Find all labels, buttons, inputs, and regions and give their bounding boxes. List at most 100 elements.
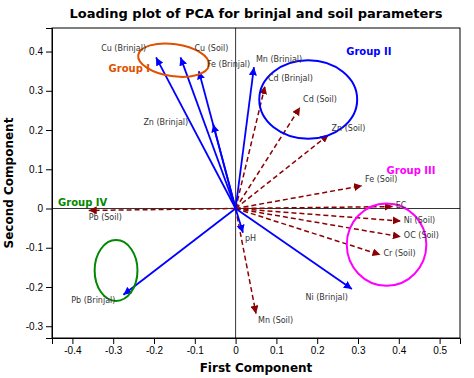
group-ellipse xyxy=(95,240,138,301)
y-tick: 0 xyxy=(37,203,52,214)
x-tick: -0.1 xyxy=(187,338,205,356)
vector-label: Pb (Brinjal) xyxy=(71,296,115,305)
x-tick: 0.2 xyxy=(311,338,325,356)
y-axis-title: Second Component xyxy=(2,117,16,248)
y-tick-mark xyxy=(46,326,52,327)
vector-label: Zn (Brinjal) xyxy=(143,118,188,127)
vector xyxy=(236,209,256,314)
x-tick-label: 0 xyxy=(233,345,239,356)
x-tick-label: -0.2 xyxy=(146,345,164,356)
y-tick-mark xyxy=(46,248,52,249)
plot-frame xyxy=(52,28,460,338)
vector xyxy=(213,124,235,208)
y-tick: 0.2 xyxy=(29,125,52,136)
y-tick-label: 0 xyxy=(37,203,43,214)
x-tick-label: 0.1 xyxy=(270,345,284,356)
y-axis: -0.3 -0.2 -0.1 0 0.1 0.2 0.3 0.4 xyxy=(26,29,53,339)
vector-label: Ni (Brinjal) xyxy=(305,293,347,302)
vector xyxy=(123,209,235,295)
vector-label: pH xyxy=(245,234,256,243)
y-tick-label: 0.1 xyxy=(29,164,43,175)
y-tick-mark xyxy=(46,287,52,288)
x-tick-label: 0.5 xyxy=(433,345,447,356)
vector-label: Cr (Soil) xyxy=(383,249,415,258)
y-tick: -0.2 xyxy=(26,282,52,293)
y-tick-label: 0.2 xyxy=(29,125,43,136)
x-tick-mark xyxy=(236,338,237,344)
x-axis-line xyxy=(53,339,461,345)
vector xyxy=(236,135,329,209)
y-tick: 0.1 xyxy=(29,164,52,175)
vector-label: Mn (Brinjal) xyxy=(256,55,302,64)
x-tick-label: 0.4 xyxy=(392,345,406,356)
zero-line-x xyxy=(235,28,236,338)
x-tick: -0.3 xyxy=(105,338,123,356)
labels: Cd (Brinjal)Cd (Soil)Zn (Soil)Fe (Soil)E… xyxy=(58,44,439,325)
vector xyxy=(89,209,236,211)
y-tick-label: 0.3 xyxy=(29,85,43,96)
ellipses xyxy=(95,39,427,301)
x-tick: 0.3 xyxy=(352,338,366,356)
title: Loading plot of PCA for brinjal and soil… xyxy=(70,6,443,21)
x-tick: -0.2 xyxy=(146,338,164,356)
group-label: Group I xyxy=(109,63,151,74)
vector xyxy=(236,209,401,237)
vector-label: OC (Soil) xyxy=(404,231,439,240)
vector-label: Mn (Soil) xyxy=(258,316,293,325)
x-axis: -0.4 -0.3 -0.2 -0.1 0 0.1 0.2 0.3 0.4 0.5 xyxy=(53,338,461,356)
x-tick-label: 0.3 xyxy=(352,345,366,356)
vector xyxy=(236,209,401,222)
vector-label: Cd (Soil) xyxy=(303,95,337,104)
vector-label: Cu (Soil) xyxy=(195,44,229,53)
x-tick-label: -0.4 xyxy=(64,345,82,356)
x-tick-label: 0.2 xyxy=(311,345,325,356)
x-tick-mark xyxy=(399,338,400,344)
vector-group xyxy=(123,57,351,294)
y-tick: -0.1 xyxy=(26,242,52,253)
y-tick-mark xyxy=(46,91,52,92)
vector-label: Pb (Soil) xyxy=(89,213,122,222)
x-tick: 0.4 xyxy=(392,338,406,356)
x-tick-mark xyxy=(317,338,318,344)
x-tick-mark xyxy=(358,338,359,344)
y-tick-mark xyxy=(46,209,52,210)
vector-label: Fe (Brinjal) xyxy=(207,60,250,69)
x-axis-title: First Component xyxy=(200,361,313,375)
x-tick-mark xyxy=(276,338,277,344)
group-label: Group II xyxy=(346,46,391,57)
y-tick-label: -0.1 xyxy=(26,242,44,253)
y-tick: 0.4 xyxy=(29,46,52,57)
plot-area xyxy=(52,28,460,338)
vector xyxy=(236,186,362,209)
vector-label: Cu (Brinjal) xyxy=(101,44,146,53)
vector xyxy=(181,57,236,208)
x-tick-label: -0.3 xyxy=(105,345,123,356)
vector xyxy=(236,209,352,289)
chart: -0.4 -0.3 -0.2 -0.1 0 0.1 0.2 0.3 0.4 0.5 -0.3 -0.2… xyxy=(0,0,474,378)
vector-label: Fe (Soil) xyxy=(365,175,397,184)
vector xyxy=(236,67,254,208)
x-tick-mark xyxy=(72,338,73,344)
vector-label: Cd (Brinjal) xyxy=(268,74,313,83)
y-tick-mark xyxy=(46,169,52,170)
vector-label: Ni (Soil) xyxy=(404,216,435,225)
x-tick-mark xyxy=(113,338,114,344)
vector-label: Zn (Soil) xyxy=(332,124,366,133)
group-label: Group III xyxy=(387,165,436,176)
y-tick-label: -0.3 xyxy=(26,321,44,332)
y-tick-mark xyxy=(46,52,52,53)
vector xyxy=(236,209,243,233)
x-tick-mark xyxy=(440,338,441,344)
x-tick: 0.5 xyxy=(433,338,447,356)
x-tick-label: -0.1 xyxy=(187,345,205,356)
y-tick-label: 0.4 xyxy=(29,46,43,57)
x-tick: 0.1 xyxy=(270,338,284,356)
y-tick-mark xyxy=(46,130,52,131)
x-tick: -0.4 xyxy=(64,338,82,356)
x-tick-mark xyxy=(154,338,155,344)
y-tick: -0.3 xyxy=(26,321,52,332)
y-tick-label: -0.2 xyxy=(26,282,44,293)
y-tick: 0.3 xyxy=(29,85,52,96)
vector-group xyxy=(89,86,401,314)
vector xyxy=(156,57,236,208)
